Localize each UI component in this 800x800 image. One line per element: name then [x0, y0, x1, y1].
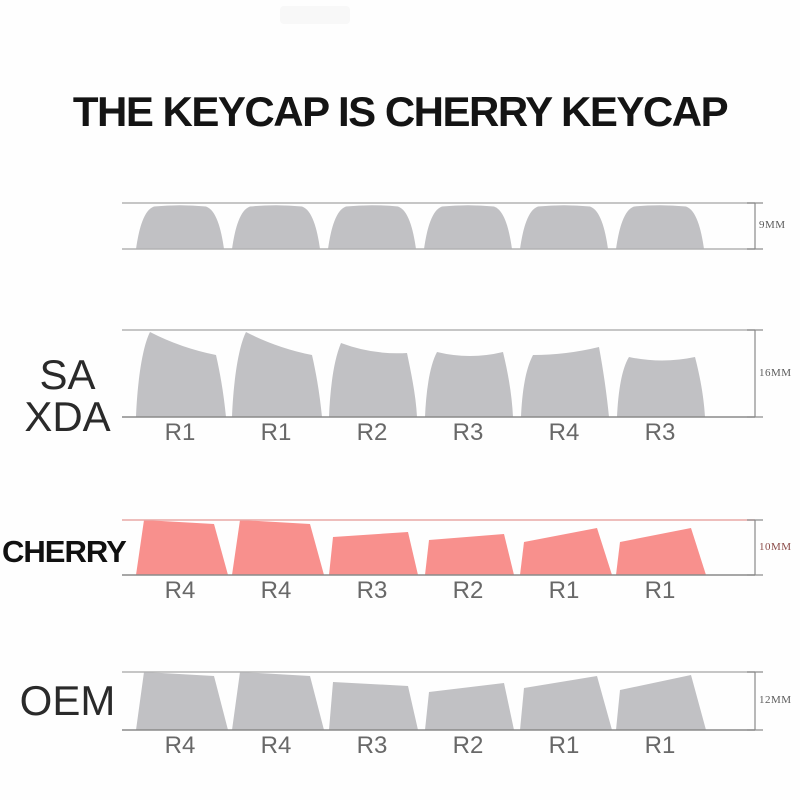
row-key-label: R1 — [164, 419, 196, 446]
keycap-shape — [232, 332, 322, 417]
keycap-shape — [329, 343, 417, 417]
height-dimension-label: 10MM — [759, 541, 792, 553]
row-key-label: R1 — [644, 732, 676, 759]
profile-row-sa: SA 16MM R1 R1 R2 R3 R4 R3 — [0, 322, 800, 452]
keycap-shape — [616, 205, 704, 249]
row-key-label: R1 — [644, 577, 676, 604]
keycap-shape — [424, 205, 512, 249]
row-key-label: R4 — [260, 732, 292, 759]
keycap-diagram-cherry — [122, 519, 763, 576]
keycap-diagram-sa — [122, 329, 763, 418]
keycap-shape — [329, 532, 418, 575]
profile-label-sa: SA — [39, 351, 96, 398]
keycap-shape — [136, 205, 224, 249]
row-key-label: R1 — [548, 732, 580, 759]
keycap-shape — [520, 528, 612, 575]
row-key-label: R1 — [548, 577, 580, 604]
row-key-label: R4 — [164, 577, 196, 604]
keycap-shape — [616, 528, 706, 575]
keycap-shape — [232, 672, 324, 730]
profile-row-oem: OEM 12MM R4 R4 R3 R2 R1 R1 — [0, 664, 800, 764]
row-key-labels: R4 R4 R3 R2 R1 R1 — [0, 577, 800, 606]
keycap-shape — [425, 683, 514, 730]
keycap-shape — [520, 205, 608, 249]
keycap-diagram-oem — [122, 671, 763, 731]
profile-row-cherry: CHERRY 10MM R4 R4 R3 R2 R1 R1 — [0, 512, 800, 612]
keycap-shape — [136, 672, 228, 730]
row-key-label: R2 — [452, 577, 484, 604]
keycap-diagram-xda — [122, 202, 763, 250]
row-key-labels: R1 R1 R2 R3 R4 R3 — [0, 419, 800, 448]
keycap-shape — [136, 520, 228, 575]
height-dimension-label: 12MM — [759, 694, 792, 706]
row-key-label: R4 — [164, 732, 196, 759]
keycap-shape — [232, 520, 324, 575]
row-key-label: R2 — [452, 732, 484, 759]
height-dimension-label: 9MM — [759, 219, 786, 231]
keycap-shape — [520, 676, 612, 730]
page-title: THE KEYCAP IS CHERRY KEYCAP — [72, 88, 729, 136]
keycap-shape — [616, 675, 706, 730]
faint-watermark — [280, 6, 350, 24]
height-dimension-label: 16MM — [759, 367, 792, 379]
row-key-label: R3 — [356, 732, 388, 759]
keycap-shape — [232, 205, 320, 249]
profile-label-xda: XDA — [24, 393, 111, 440]
row-key-label: R3 — [452, 419, 484, 446]
keycap-shape — [136, 332, 226, 417]
row-key-label: R3 — [356, 577, 388, 604]
profile-row-xda: XDA 9MM — [0, 195, 800, 438]
row-key-label: R2 — [356, 419, 388, 446]
row-key-label: R3 — [644, 419, 676, 446]
profile-label-oem: OEM — [19, 677, 116, 724]
keycap-shape — [521, 347, 609, 417]
row-key-label: R4 — [260, 577, 292, 604]
profile-label-cherry: CHERRY — [2, 534, 127, 569]
keycap-shape — [617, 357, 705, 417]
row-key-label: R4 — [548, 419, 580, 446]
keycap-shape — [328, 205, 416, 249]
keycap-shape — [425, 352, 513, 417]
keycap-shape — [329, 682, 418, 730]
row-key-label: R1 — [260, 419, 292, 446]
keycap-shape — [425, 534, 514, 575]
row-key-labels: R4 R4 R3 R2 R1 R1 — [0, 732, 800, 761]
